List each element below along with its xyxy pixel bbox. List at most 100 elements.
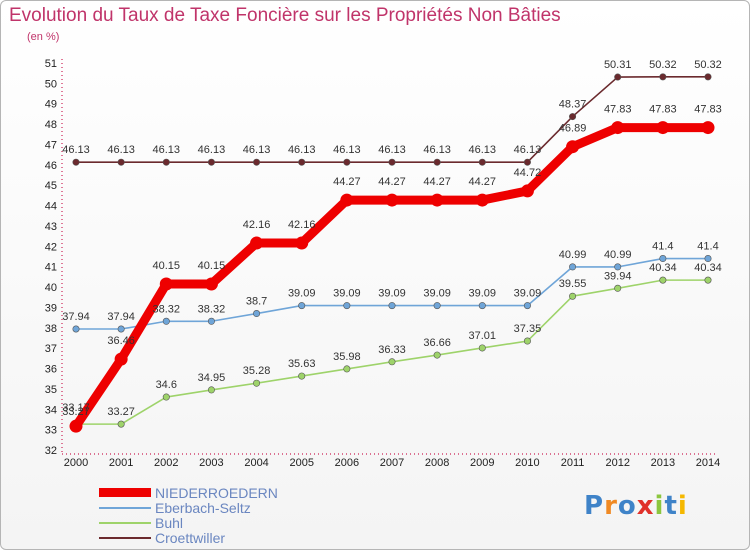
legend: NIEDERROEDERN Eberbach-Seltz Buhl Croettwil… xyxy=(99,484,278,546)
data-point-niederroedern xyxy=(611,121,625,135)
data-point-croettwiller xyxy=(659,73,667,81)
logo-letter: P xyxy=(584,491,605,521)
y-tick-label: 43 xyxy=(45,221,57,233)
data-label-croettwiller: 46.13 xyxy=(469,144,497,156)
data-point-buhl xyxy=(478,344,486,352)
data-label-niederroedern: 33.17 xyxy=(62,402,90,414)
data-point-croettwiller xyxy=(433,158,441,166)
data-label-croettwiller: 48.37 xyxy=(559,99,587,111)
x-tick-label: 2003 xyxy=(199,457,223,469)
data-point-buhl xyxy=(162,393,170,401)
data-label-niederroedern: 46.89 xyxy=(559,123,587,135)
x-tick-label: 2005 xyxy=(289,457,313,469)
y-tick-label: 50 xyxy=(45,78,57,90)
x-tick-label: 2006 xyxy=(335,457,359,469)
data-label-croettwiller: 46.13 xyxy=(378,144,406,156)
data-label-eberbach-seltz: 40.99 xyxy=(559,249,587,261)
legend-label: NIEDERROEDERN xyxy=(155,484,278,501)
data-label-niederroedern: 36.46 xyxy=(107,335,135,347)
x-tick-label: 2002 xyxy=(154,457,178,469)
data-label-croettwiller: 46.13 xyxy=(153,144,181,156)
y-tick-label: 35 xyxy=(45,384,57,396)
data-label-croettwiller: 50.32 xyxy=(649,59,677,71)
y-tick-label: 33 xyxy=(45,425,57,437)
data-point-eberbach-seltz xyxy=(523,302,531,310)
data-point-niederroedern xyxy=(250,236,264,250)
legend-item: NIEDERROEDERN xyxy=(99,484,278,501)
data-label-niederroedern: 47.83 xyxy=(649,104,677,116)
logo-letter: i xyxy=(677,491,688,521)
data-label-buhl: 35.98 xyxy=(333,351,361,363)
data-point-niederroedern xyxy=(204,277,218,291)
y-tick-label: 37 xyxy=(45,343,57,355)
data-point-eberbach-seltz xyxy=(343,302,351,310)
data-label-buhl: 33.27 xyxy=(107,406,135,418)
data-label-croettwiller: 46.13 xyxy=(423,144,451,156)
legend-label: Eberbach-Seltz xyxy=(155,499,251,516)
legend-label: Buhl xyxy=(155,514,184,531)
data-label-croettwiller: 46.13 xyxy=(107,144,135,156)
data-point-eberbach-seltz xyxy=(253,310,261,318)
data-label-buhl: 39.55 xyxy=(559,278,587,290)
data-label-buhl: 34.95 xyxy=(198,372,226,384)
data-label-niederroedern: 47.83 xyxy=(604,104,632,116)
data-label-buhl: 40.34 xyxy=(649,262,677,274)
y-tick-label: 44 xyxy=(45,201,57,213)
data-point-croettwiller xyxy=(117,158,125,166)
data-point-niederroedern xyxy=(656,121,670,135)
data-point-buhl xyxy=(569,292,577,300)
data-point-buhl xyxy=(388,358,396,366)
data-label-croettwiller: 50.31 xyxy=(604,59,632,71)
y-tick-label: 40 xyxy=(45,282,57,294)
y-tick-label: 38 xyxy=(45,323,57,335)
data-point-eberbach-seltz xyxy=(478,302,486,310)
legend-item: Eberbach-Seltz xyxy=(99,499,278,516)
data-label-eberbach-seltz: 38.32 xyxy=(153,303,181,315)
data-point-buhl xyxy=(659,276,667,284)
data-point-croettwiller xyxy=(388,158,396,166)
data-label-niederroedern: 44.27 xyxy=(423,176,451,188)
data-point-niederroedern xyxy=(295,236,309,250)
data-label-eberbach-seltz: 39.09 xyxy=(378,288,406,300)
data-label-eberbach-seltz: 38.32 xyxy=(198,303,226,315)
data-point-croettwiller xyxy=(343,158,351,166)
data-point-buhl xyxy=(433,351,441,359)
legend-item: Croettwiller xyxy=(99,530,278,546)
data-point-croettwiller xyxy=(162,158,170,166)
data-label-buhl: 39.94 xyxy=(604,270,632,282)
data-point-croettwiller xyxy=(523,158,531,166)
data-label-niederroedern: 42.16 xyxy=(243,219,271,231)
data-point-buhl xyxy=(117,420,125,428)
data-point-niederroedern xyxy=(430,193,444,207)
x-tick-label: 2012 xyxy=(605,457,629,469)
data-point-eberbach-seltz xyxy=(388,302,396,310)
logo-letter: t xyxy=(664,491,678,521)
data-point-niederroedern xyxy=(385,193,399,207)
legend-swatch xyxy=(99,488,151,497)
data-label-croettwiller: 46.13 xyxy=(243,144,271,156)
data-point-buhl xyxy=(704,276,712,284)
y-tick-label: 49 xyxy=(45,99,57,111)
data-label-buhl: 37.01 xyxy=(469,330,497,342)
data-point-eberbach-seltz xyxy=(569,263,577,271)
data-label-eberbach-seltz: 38.7 xyxy=(246,296,267,308)
legend-swatch xyxy=(99,506,151,509)
data-point-buhl xyxy=(343,365,351,373)
y-tick-label: 47 xyxy=(45,139,57,151)
data-label-eberbach-seltz: 40.99 xyxy=(604,249,632,261)
data-label-croettwiller: 46.13 xyxy=(288,144,316,156)
data-label-buhl: 40.34 xyxy=(694,262,722,274)
x-tick-label: 2001 xyxy=(109,457,133,469)
y-tick-label: 36 xyxy=(45,364,57,376)
data-label-eberbach-seltz: 39.09 xyxy=(514,288,542,300)
data-point-eberbach-seltz xyxy=(659,255,667,263)
data-point-eberbach-seltz xyxy=(614,263,622,271)
data-point-croettwiller xyxy=(569,113,577,121)
x-tick-label: 2010 xyxy=(515,457,539,469)
data-point-niederroedern xyxy=(114,352,128,366)
data-label-eberbach-seltz: 39.09 xyxy=(469,288,497,300)
data-point-buhl xyxy=(298,372,306,380)
data-label-croettwiller: 50.32 xyxy=(694,59,722,71)
data-label-eberbach-seltz: 39.09 xyxy=(333,288,361,300)
y-tick-label: 51 xyxy=(45,58,57,70)
